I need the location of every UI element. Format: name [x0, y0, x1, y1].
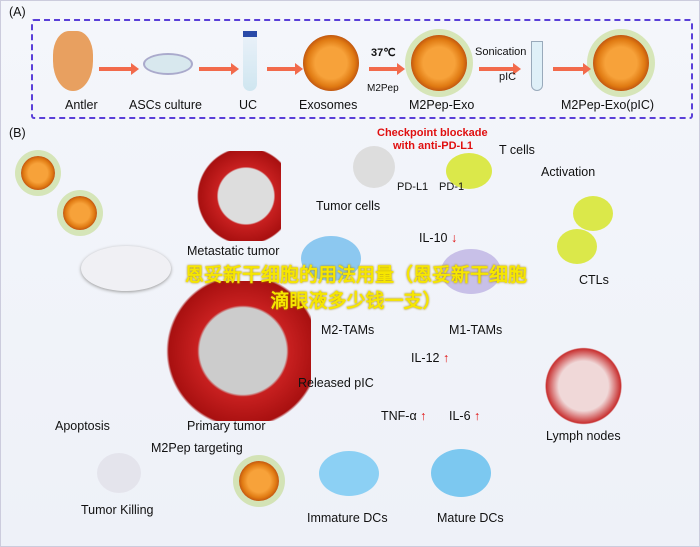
pdl1-label: PD-L1 — [397, 181, 429, 193]
lymph-node-icon — [536, 346, 631, 426]
m2pep-exo-pic-icon — [593, 35, 649, 91]
t-cells-label: T cells — [499, 143, 535, 157]
step-ascs: ASCs culture — [129, 98, 202, 112]
arrow — [553, 63, 591, 75]
sonication-tube-icon — [531, 41, 543, 91]
released-pic-label: Released pIC — [298, 376, 374, 390]
mature-dc-icon — [431, 449, 491, 497]
checkpoint-label: Checkpoint blockade — [377, 127, 488, 139]
m1-tam-icon — [441, 249, 501, 294]
exosome-icon — [239, 461, 279, 501]
pic-label: pIC — [499, 71, 517, 83]
metastatic-tumor-label: Metastatic tumor — [187, 244, 280, 258]
il6-label: IL-6 ↑ — [449, 409, 481, 423]
immature-dc-icon — [319, 451, 379, 496]
targeting-label: M2Pep targeting — [151, 441, 243, 455]
deer-icon — [53, 31, 93, 91]
primary-tumor-icon — [141, 281, 311, 421]
watermark-text: 恩妥新干细胞的用法用量（恩妥新干细胞滴眼液多少钱一支） — [184, 265, 527, 312]
lymph-nodes-label: Lymph nodes — [546, 429, 621, 443]
sonication-label: Sonication — [475, 46, 527, 58]
primary-tumor-label: Primary tumor — [187, 419, 266, 433]
immature-dcs-label: Immature DCs — [307, 511, 388, 525]
arrow — [267, 63, 303, 75]
metastatic-tumor-icon — [181, 151, 281, 241]
exosome-icon — [21, 156, 55, 190]
step-m2pep-exo: M2Pep-Exo — [409, 98, 475, 112]
temperature: 37℃ — [371, 47, 396, 59]
m2-tams-label: M2-TAMs — [321, 323, 375, 337]
panel-b-label: (B) — [9, 126, 26, 140]
panel-a-label: (A) — [9, 5, 26, 19]
arrow — [369, 63, 405, 75]
tube-icon — [243, 31, 257, 91]
exosome-icon — [303, 35, 359, 91]
tumor-cell-icon — [353, 146, 395, 188]
tnf-label: TNF-α ↑ — [381, 409, 427, 423]
step-exosomes: Exosomes — [299, 98, 358, 112]
m1-tams-label: M1-TAMs — [449, 323, 503, 337]
mature-dcs-label: Mature DCs — [437, 511, 504, 525]
m2pep-exo-icon — [411, 35, 467, 91]
tumor-cells-label: Tumor cells — [316, 199, 381, 213]
arrow — [99, 63, 139, 75]
m2pep-label: M2Pep — [367, 83, 399, 94]
activation-label: Activation — [541, 165, 596, 179]
il12-label: IL-12 ↑ — [411, 351, 450, 365]
ctls-label: CTLs — [579, 273, 609, 287]
apoptosis-label: Apoptosis — [55, 419, 110, 433]
arrow — [479, 63, 521, 75]
petri-dish-icon — [143, 53, 193, 75]
arrow — [199, 63, 239, 75]
t-cell-icon — [446, 153, 492, 189]
il10-label: IL-10 ↓ — [419, 231, 458, 245]
ctl-icon — [557, 229, 597, 264]
dead-tumor-cell-icon — [97, 453, 141, 493]
step-antler: Antler — [65, 98, 98, 112]
pd1-label: PD-1 — [439, 181, 465, 193]
exosome-icon — [63, 196, 97, 230]
tumor-killing-label: Tumor Killing — [81, 503, 154, 517]
m2-tam-icon — [301, 236, 361, 281]
step-m2pep-exo-pic: M2Pep-Exo(pIC) — [561, 98, 655, 112]
ctl-icon — [573, 196, 613, 231]
step-uc: UC — [239, 98, 258, 112]
panel-a-box — [31, 19, 693, 119]
anti-pdl1-label: with anti-PD-L1 — [393, 140, 474, 152]
